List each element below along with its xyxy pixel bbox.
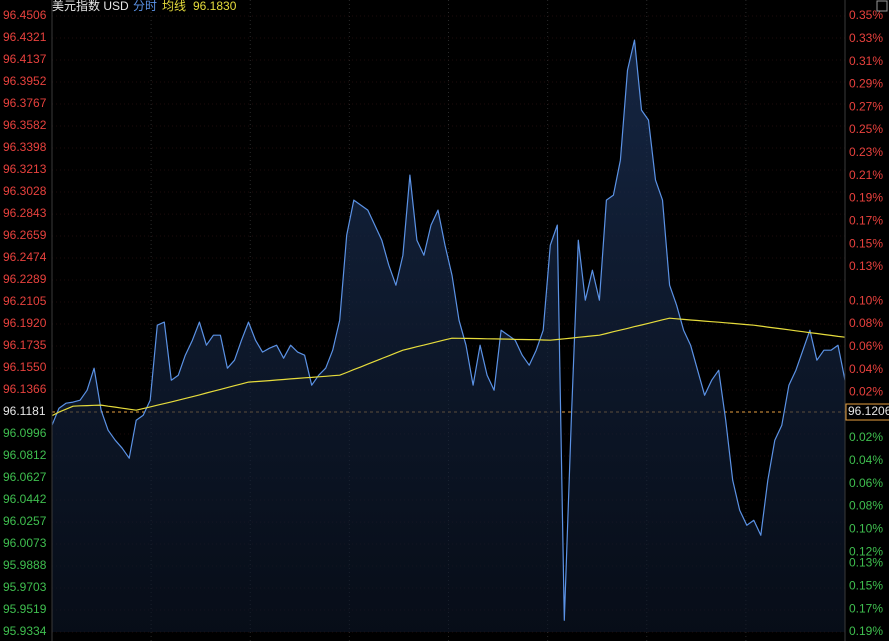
y-tick-label: 96.4506 [3,8,47,22]
y-tick-label: 96.3213 [3,162,47,176]
y2-tick-label: 0.35% [849,8,883,22]
last-price-box [845,403,889,421]
price-line [51,39,846,621]
y2-tick-label: 0.10% [849,293,883,307]
y-tick-label: 96.1920 [3,316,47,330]
y2-tick-label: 0.31% [849,54,883,68]
y2-tick-label: 0.04% [849,453,883,467]
y-tick-label: 96.2105 [3,294,47,308]
y2-tick-label: 0.15% [849,579,883,593]
y-tick-label: 96.3398 [3,140,47,154]
y-tick-label: 96.2659 [3,228,47,242]
y-tick-label: 96.0996 [3,426,47,440]
y-tick-label: 95.9703 [3,580,47,594]
y2-tick-label: 0.08% [849,316,883,330]
y-tick-label: 96.1550 [3,360,47,374]
y2-tick-label: 0.02% [849,385,883,399]
y-tick-label: 96.0627 [3,470,47,484]
y2-tick-label: 0.25% [849,122,883,136]
y2-tick-label: 0.15% [849,236,883,250]
y-tick-label: 96.0073 [3,536,47,550]
y-tick-label: 96.2289 [3,272,47,286]
y2-tick-label: 0.33% [849,31,883,45]
y-tick-label: 95.9888 [3,558,47,572]
y-tick-label: 96.4321 [3,30,47,44]
y-tick-label: 96.2474 [3,250,47,264]
y2-tick-label: 0.21% [849,168,883,182]
y2-tick-label: 0.10% [849,522,883,536]
y2-tick-label: 0.13% [849,259,883,273]
y2-tick-label: 0.06% [849,339,883,353]
y-tick-label: 96.1366 [3,382,47,396]
mode-label[interactable]: 分时 [133,0,157,13]
y-tick-label: 96.3582 [3,118,47,132]
y-tick-label: 96.2843 [3,206,47,220]
y2-tick-label: 0.29% [849,77,883,91]
y2-tick-label: 0.17% [849,214,883,228]
avg-value: 96.1830 [193,0,237,13]
y2-tick-label: 0.06% [849,476,883,490]
y2-tick-label: 0.13% [849,556,883,570]
y2-tick-label: 0.19% [849,624,883,638]
y-tick-label: 96.3028 [3,184,47,198]
y2-tick-label: 0.08% [849,499,883,513]
y2-tick-label: 0.04% [849,362,883,376]
average-line [51,317,846,417]
avg-label: 均线 [162,0,186,13]
axis-labels: 96.4506 96.4321 96.4137 96.3952 96.3767 96.35… [3,8,889,638]
y-tick-label: 95.9334 [3,624,47,638]
y-tick-label: 95.9519 [3,602,47,616]
y2-tick-label: 0.12% [849,544,883,558]
last-price-label: 96.1206 [848,404,889,418]
y-tick-label: 96.1735 [3,338,47,352]
y2-tick-label: 0.23% [849,145,883,159]
y-tick-label: 96.0257 [3,514,47,528]
y2-tick-label: 0.02% [849,430,883,444]
chart-title: 美元指数 USD [52,0,129,13]
y-tick-label: 96.3767 [3,96,47,110]
y2-tick-label: 0.17% [849,601,883,615]
y-tick-label: 96.0812 [3,448,47,462]
price-area [52,40,845,633]
y-tick-label: 96.4137 [3,52,47,66]
y-tick-label: 96.0442 [3,492,47,506]
settings-icon[interactable] [876,0,888,12]
plot [51,39,846,633]
y2-tick-label: 0.27% [849,99,883,113]
y-tick-label: 96.1181 [3,404,46,418]
y-tick-label: 96.3952 [3,74,47,88]
y2-tick-label: 0.19% [849,191,883,205]
